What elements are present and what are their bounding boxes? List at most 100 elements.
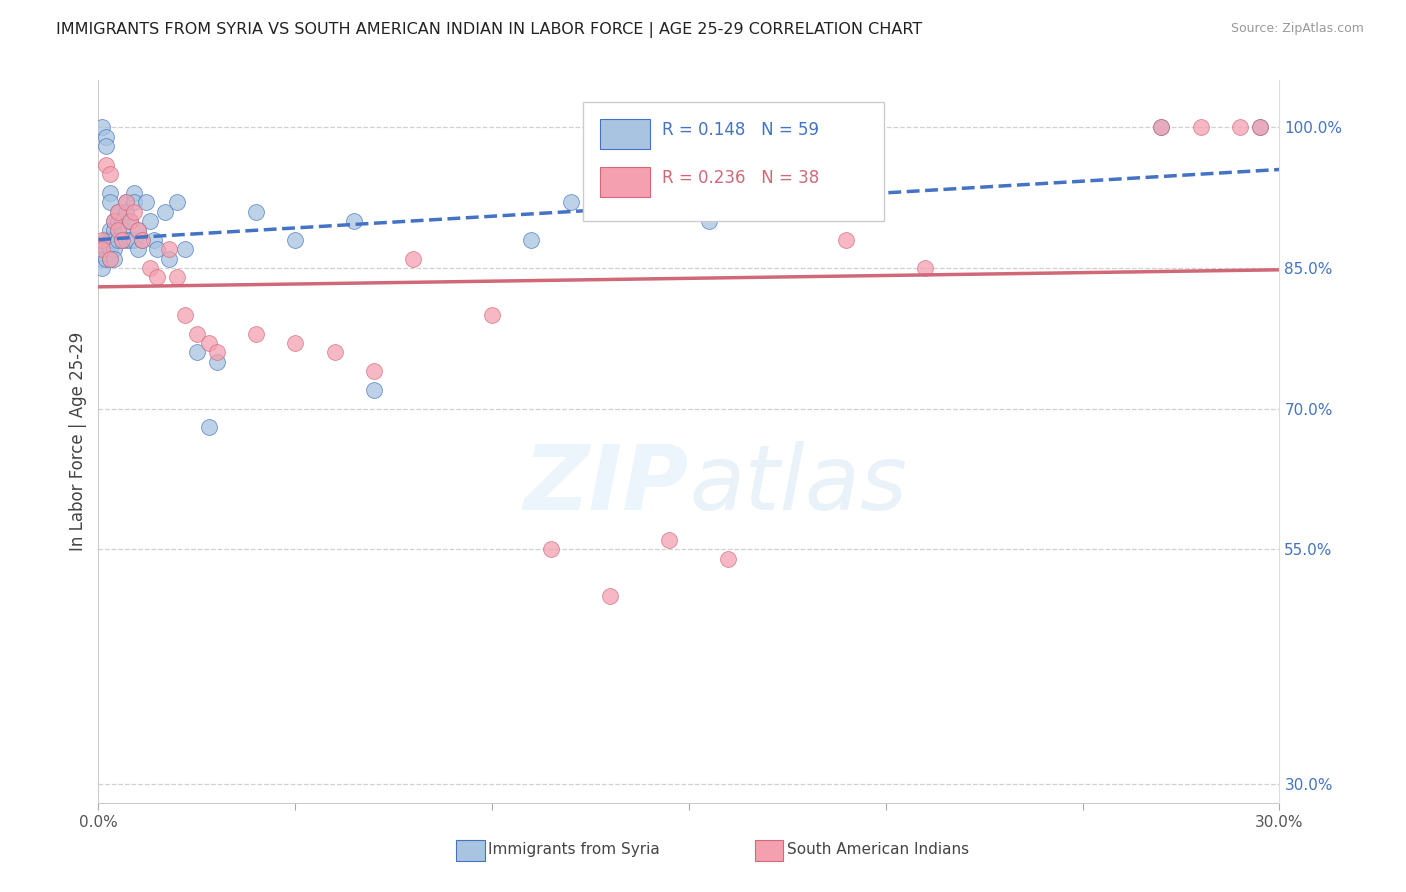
Point	[107, 214, 129, 228]
Point	[155, 204, 177, 219]
Point	[103, 252, 125, 266]
Text: IMMIGRANTS FROM SYRIA VS SOUTH AMERICAN INDIAN IN LABOR FORCE | AGE 25-29 CORREL: IMMIGRANTS FROM SYRIA VS SOUTH AMERICAN …	[56, 22, 922, 38]
Point	[131, 233, 153, 247]
Point	[111, 223, 134, 237]
Point	[166, 195, 188, 210]
Point	[697, 214, 720, 228]
Point	[107, 204, 129, 219]
Point	[138, 260, 160, 275]
FancyBboxPatch shape	[582, 102, 884, 221]
Point	[157, 252, 180, 266]
Point	[131, 233, 153, 247]
Point	[98, 167, 121, 181]
Point	[115, 195, 138, 210]
Point	[103, 214, 125, 228]
Point	[658, 204, 681, 219]
Point	[107, 204, 129, 219]
Point	[599, 590, 621, 604]
Point	[157, 242, 180, 256]
Point	[135, 195, 157, 210]
Point	[560, 195, 582, 210]
Point	[91, 242, 114, 256]
Point	[96, 252, 118, 266]
Point	[1229, 120, 1251, 135]
Point	[103, 242, 125, 256]
Point	[138, 214, 160, 228]
Text: South American Indians: South American Indians	[787, 841, 969, 856]
Point	[835, 233, 858, 247]
Point	[118, 233, 141, 247]
Point	[142, 233, 165, 247]
Point	[127, 242, 149, 256]
Point	[103, 214, 125, 228]
Point	[186, 345, 208, 359]
Point	[1150, 120, 1173, 135]
Point	[197, 420, 219, 434]
Point	[111, 233, 134, 247]
Point	[98, 186, 121, 200]
Point	[127, 223, 149, 237]
Point	[1249, 120, 1271, 135]
Point	[914, 260, 936, 275]
Point	[166, 270, 188, 285]
FancyBboxPatch shape	[755, 840, 783, 861]
Text: atlas: atlas	[689, 441, 907, 529]
Point	[284, 233, 307, 247]
Point	[91, 260, 114, 275]
Point	[245, 204, 267, 219]
Point	[96, 242, 118, 256]
Point	[118, 214, 141, 228]
Point	[205, 355, 228, 369]
Point	[363, 364, 385, 378]
Point	[122, 204, 145, 219]
Y-axis label: In Labor Force | Age 25-29: In Labor Force | Age 25-29	[69, 332, 87, 551]
Point	[174, 308, 197, 322]
Point	[103, 223, 125, 237]
Point	[103, 233, 125, 247]
Point	[174, 242, 197, 256]
Point	[540, 542, 562, 557]
Point	[186, 326, 208, 341]
Text: R = 0.148   N = 59: R = 0.148 N = 59	[662, 121, 818, 139]
Point	[122, 195, 145, 210]
Point	[284, 336, 307, 351]
Point	[115, 204, 138, 219]
Point	[96, 129, 118, 144]
Point	[122, 186, 145, 200]
Point	[122, 233, 145, 247]
Point	[107, 223, 129, 237]
Point	[115, 233, 138, 247]
Point	[98, 195, 121, 210]
Point	[98, 252, 121, 266]
Point	[146, 242, 169, 256]
Point	[343, 214, 366, 228]
Point	[1150, 120, 1173, 135]
Point	[91, 242, 114, 256]
Point	[245, 326, 267, 341]
Point	[717, 551, 740, 566]
FancyBboxPatch shape	[600, 167, 650, 197]
Point	[520, 233, 543, 247]
Point	[127, 223, 149, 237]
Point	[111, 214, 134, 228]
Point	[91, 120, 114, 135]
Point	[96, 139, 118, 153]
Text: R = 0.236   N = 38: R = 0.236 N = 38	[662, 169, 820, 186]
Point	[658, 533, 681, 547]
Point	[107, 223, 129, 237]
Point	[118, 214, 141, 228]
Point	[96, 233, 118, 247]
Point	[481, 308, 503, 322]
Point	[205, 345, 228, 359]
Point	[107, 233, 129, 247]
Point	[197, 336, 219, 351]
Text: ZIP: ZIP	[523, 441, 689, 529]
Point	[1249, 120, 1271, 135]
Point	[96, 158, 118, 172]
Point	[1189, 120, 1212, 135]
FancyBboxPatch shape	[600, 119, 650, 149]
Point	[98, 252, 121, 266]
Point	[91, 233, 114, 247]
Point	[146, 270, 169, 285]
Point	[111, 233, 134, 247]
